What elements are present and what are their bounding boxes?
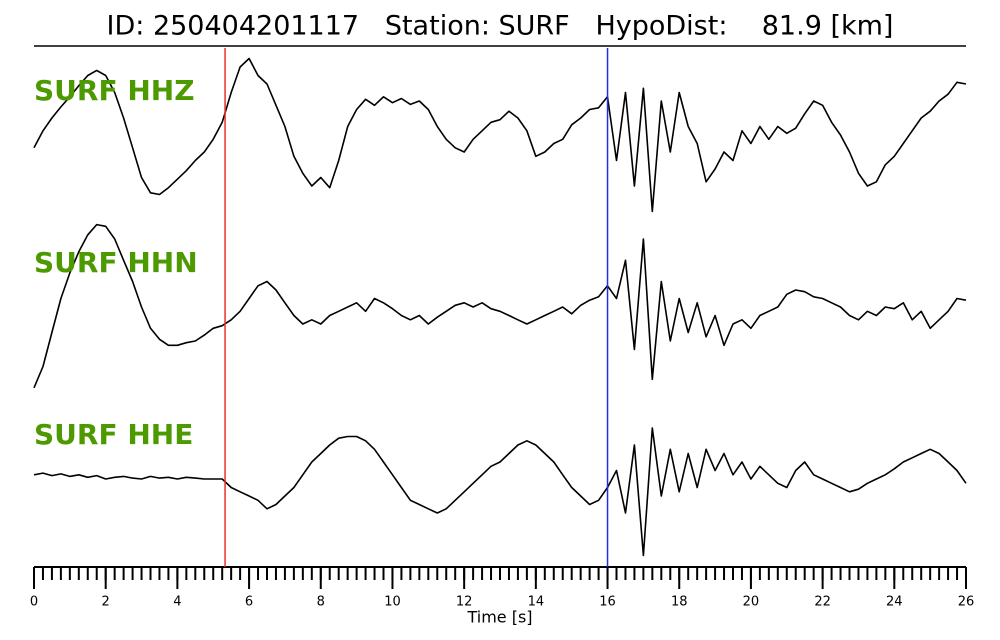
x-tick-label: 2 xyxy=(102,595,110,610)
x-tick-label: 8 xyxy=(317,595,325,610)
chart-title: ID: 250404201117 Station: SURF HypoDist:… xyxy=(107,11,894,42)
trace-label: SURF HHN xyxy=(34,246,198,279)
x-tick-label: 4 xyxy=(173,595,181,610)
trace xyxy=(33,57,967,213)
x-tick-label: 0 xyxy=(30,595,38,610)
x-axis-label: Time [s] xyxy=(466,608,532,627)
x-tick-label: 24 xyxy=(886,595,903,610)
trace xyxy=(33,427,967,557)
x-tick-label: 18 xyxy=(671,595,688,610)
trace-label: SURF HHZ xyxy=(34,74,195,107)
x-tick-label: 14 xyxy=(528,595,545,610)
x-tick-label: 16 xyxy=(599,595,616,610)
trace-label: SURF HHE xyxy=(34,418,193,451)
x-tick-label: 26 xyxy=(958,595,975,610)
x-tick-label: 6 xyxy=(245,595,253,610)
trace xyxy=(33,223,967,389)
x-tick-label: 12 xyxy=(456,595,473,610)
x-tick-label: 10 xyxy=(384,595,401,610)
x-tick-label: 22 xyxy=(814,595,831,610)
x-tick-label: 20 xyxy=(743,595,760,610)
